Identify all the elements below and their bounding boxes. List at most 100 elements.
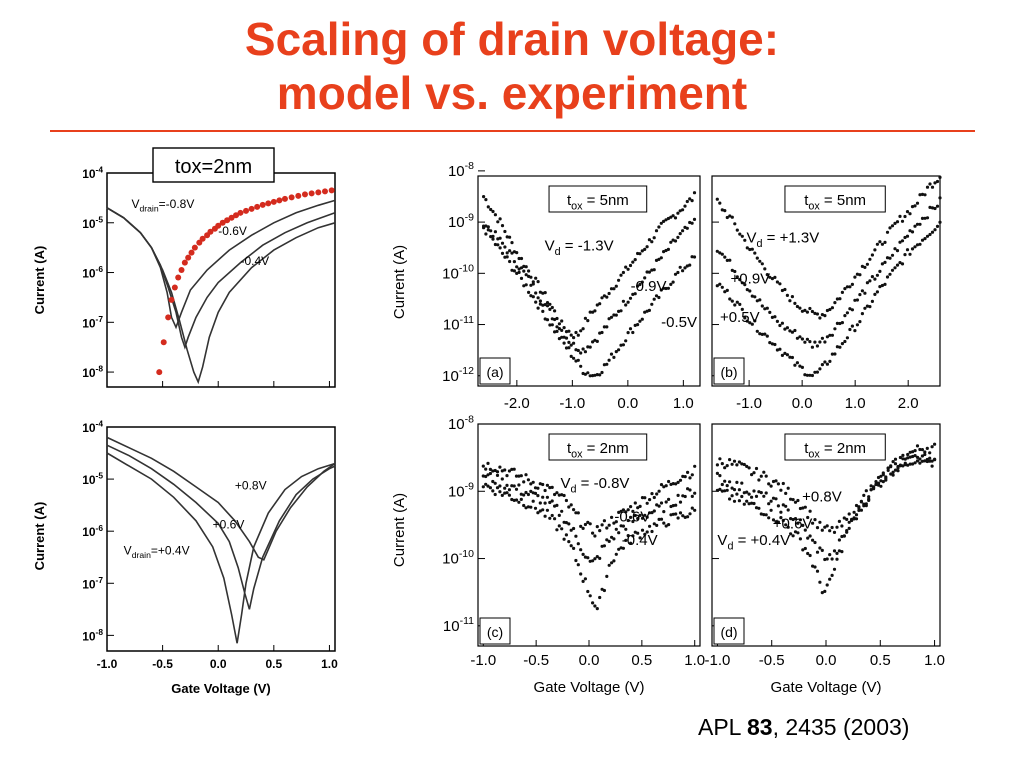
data-point [574, 511, 578, 515]
data-point [662, 286, 666, 290]
model-point [165, 314, 172, 321]
data-point [857, 506, 861, 510]
data-point [605, 325, 609, 329]
data-point [768, 310, 772, 314]
data-point [823, 314, 827, 318]
data-point [740, 234, 744, 238]
data-point [514, 498, 519, 502]
data-point [898, 214, 902, 218]
data-point [820, 336, 825, 340]
data-point [745, 288, 749, 292]
data-point [770, 277, 775, 281]
data-point [762, 494, 766, 498]
data-point [648, 511, 652, 515]
data-point [522, 269, 526, 273]
data-point [683, 266, 687, 270]
data-point [685, 199, 689, 204]
data-point [735, 275, 739, 279]
data-point [753, 319, 757, 323]
data-point [730, 462, 734, 466]
data-point [908, 450, 912, 454]
data-point [933, 442, 937, 446]
data-point [889, 465, 893, 469]
data-point [820, 313, 825, 317]
data-point [553, 517, 557, 521]
data-point [624, 510, 628, 514]
data-point [489, 207, 493, 212]
data-point [860, 264, 865, 268]
data-point [745, 319, 749, 323]
data-point [619, 309, 623, 313]
data-point [873, 277, 877, 281]
plot-frame [711, 175, 941, 387]
data-point [562, 493, 566, 498]
data-point [508, 235, 512, 239]
panel-letter-box [479, 617, 511, 645]
data-point [767, 482, 771, 486]
data-point [666, 247, 671, 251]
plot-frame [106, 426, 336, 652]
y-tick-label: 10-5 [82, 471, 103, 487]
data-point [676, 235, 680, 239]
data-point [645, 501, 649, 505]
data-point [905, 234, 910, 238]
data-point [781, 481, 785, 486]
data-point [778, 347, 782, 351]
data-point [628, 327, 633, 331]
data-point [626, 300, 630, 304]
data-point [586, 520, 590, 525]
data-point [790, 355, 795, 360]
curve-label: -0.6V [614, 509, 650, 526]
data-point [550, 323, 554, 327]
data-point [911, 450, 915, 454]
data-point [624, 538, 628, 543]
data-point [598, 595, 602, 600]
data-point [488, 471, 492, 476]
data-point [781, 518, 785, 523]
data-point [754, 466, 759, 471]
data-point [803, 546, 807, 551]
data-point [911, 462, 915, 466]
data-point [643, 532, 647, 536]
data-point [484, 232, 488, 236]
data-point [602, 294, 607, 298]
data-point [602, 363, 607, 367]
data-point [678, 478, 683, 482]
data-point [588, 345, 592, 349]
data-point [553, 317, 557, 322]
data-point [517, 483, 521, 487]
data-point [662, 250, 666, 254]
data-point [657, 225, 661, 229]
panel-letter-box [479, 357, 511, 385]
data-point [598, 529, 602, 533]
data-point [493, 242, 497, 247]
tox-label: tox = 5nm [567, 192, 629, 213]
y-tick-label: 10-10 [442, 548, 474, 568]
data-point [833, 301, 837, 305]
data-point [800, 365, 805, 369]
data-point [671, 482, 675, 486]
data-point [875, 290, 880, 294]
data-point [636, 323, 640, 327]
curve-label: +0.9V [731, 271, 771, 288]
data-point [645, 245, 649, 249]
tox-label: tox = 5nm [804, 192, 866, 213]
model-point [224, 217, 231, 224]
x-tick-label: -1.0 [470, 652, 496, 669]
data-point [737, 499, 742, 503]
data-point [595, 607, 599, 611]
data-point [886, 466, 890, 470]
data-point [720, 285, 724, 289]
data-point [624, 527, 628, 531]
data-point [720, 482, 724, 487]
x-tick-label: 0.0 [617, 395, 638, 412]
data-point [923, 216, 927, 220]
data-point [823, 557, 827, 562]
data-point [893, 462, 898, 466]
data-point [659, 501, 664, 505]
data-point [621, 270, 626, 275]
data-point [880, 242, 885, 246]
x-tick-label: -0.5 [759, 652, 785, 669]
data-point [808, 534, 812, 538]
data-point [843, 339, 847, 344]
